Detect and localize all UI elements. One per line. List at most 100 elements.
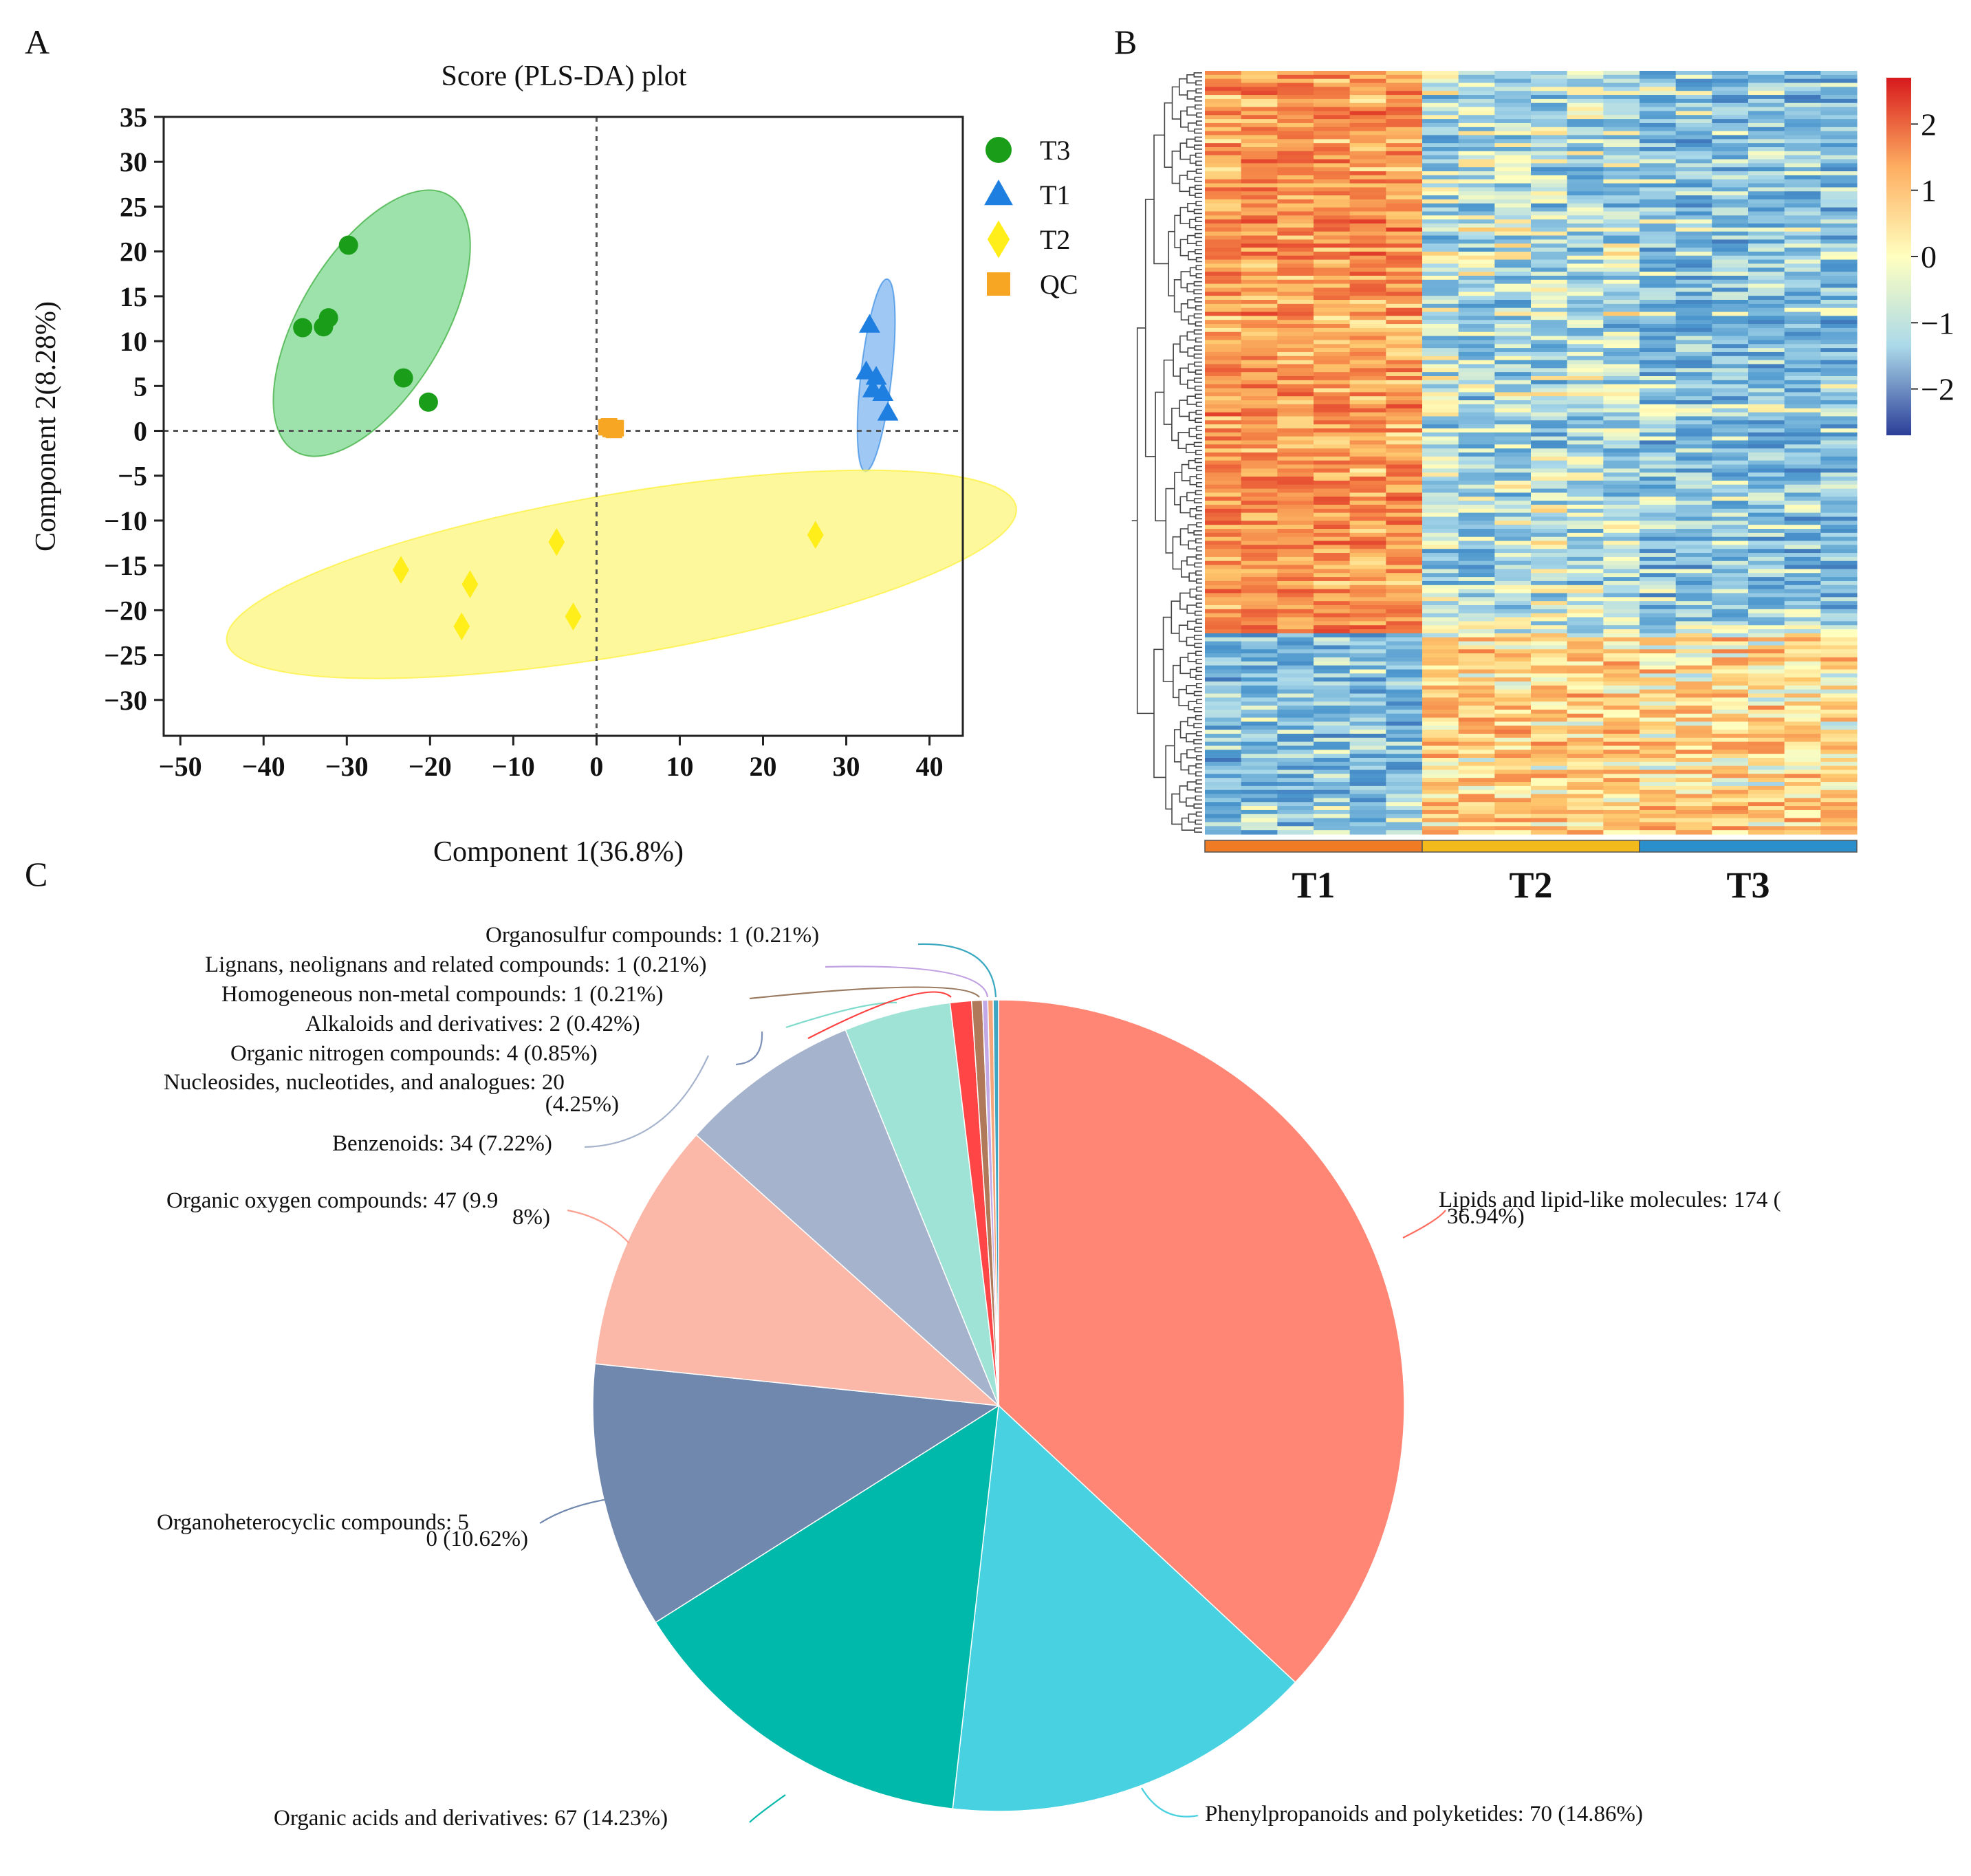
heatmap-cell	[1603, 637, 1640, 642]
dendrogram-branch	[1180, 303, 1189, 321]
heatmap-cell	[1820, 508, 1858, 514]
heatmap-cell	[1712, 183, 1749, 188]
heatmap-cell	[1712, 223, 1749, 228]
heatmap-cell	[1784, 235, 1821, 240]
heatmap-cell	[1494, 336, 1532, 341]
heatmap-cell	[1784, 115, 1821, 120]
dendrogram-branch	[1195, 201, 1202, 206]
heatmap-cell	[1531, 255, 1568, 261]
heatmap-cell	[1314, 102, 1351, 108]
heatmap-cell	[1712, 770, 1749, 774]
heatmap-cell	[1422, 516, 1459, 521]
heatmap-cell	[1531, 830, 1568, 835]
heatmap-cell	[1422, 464, 1459, 469]
heatmap-cell	[1386, 272, 1423, 276]
heatmap-cell	[1458, 380, 1495, 385]
heatmap-cell	[1422, 139, 1459, 144]
heatmap-cell	[1748, 119, 1785, 124]
heatmap-cell	[1712, 802, 1749, 807]
heatmap-cell	[1241, 348, 1278, 353]
heatmap-cell	[1675, 645, 1712, 650]
heatmap-cell	[1422, 806, 1459, 811]
heatmap-cell	[1314, 693, 1351, 698]
heatmap-cell	[1241, 327, 1278, 333]
heatmap-cell	[1675, 452, 1712, 457]
heatmap-cell	[1640, 460, 1677, 466]
heatmap-cell	[1349, 356, 1386, 361]
heatmap-cell	[1820, 324, 1858, 329]
heatmap-cell	[1675, 351, 1712, 357]
heatmap-cell	[1567, 287, 1604, 292]
heatmap-cell	[1314, 464, 1351, 469]
heatmap-cell	[1531, 287, 1568, 292]
heatmap-cell	[1494, 199, 1532, 204]
heatmap-cell	[1712, 259, 1749, 265]
reference-lines	[164, 117, 963, 736]
heatmap-cell	[1422, 372, 1459, 377]
heatmap-cell	[1422, 633, 1459, 638]
heatmap-cell	[1205, 785, 1242, 791]
heatmap-cell	[1820, 641, 1858, 646]
heatmap-cell	[1675, 629, 1712, 634]
heatmap-cell	[1349, 199, 1386, 204]
heatmap-cell	[1531, 143, 1568, 148]
heatmap-cell	[1494, 717, 1532, 723]
dendrogram-branch	[1179, 657, 1190, 675]
heatmap-cell	[1748, 272, 1785, 276]
x-tick-label: 0	[589, 751, 603, 782]
x-tick-label: 40	[916, 751, 944, 782]
heatmap-cell	[1567, 400, 1604, 405]
heatmap-cell	[1205, 296, 1242, 301]
heatmap-cell	[1675, 460, 1712, 466]
heatmap-cell	[1712, 303, 1749, 309]
colorbar	[1886, 78, 1911, 435]
point-t3	[293, 318, 313, 338]
dendrogram-branch	[1195, 402, 1202, 407]
heatmap-cell	[1277, 549, 1314, 554]
heatmap-cell	[1349, 151, 1386, 156]
heatmap-cell	[1603, 472, 1640, 477]
heatmap-cell	[1386, 633, 1423, 638]
heatmap-cell	[1458, 287, 1495, 292]
heatmap-cell	[1820, 344, 1858, 349]
heatmap-cell	[1422, 653, 1459, 658]
heatmap-cell	[1675, 613, 1712, 618]
heatmap-cell	[1349, 580, 1386, 586]
heatmap-cell	[1349, 713, 1386, 719]
heatmap-cell	[1603, 673, 1640, 678]
heatmap-cell	[1277, 673, 1314, 678]
heatmap-cell	[1603, 203, 1640, 208]
heatmap-cell	[1277, 95, 1314, 100]
heatmap-cell	[1784, 392, 1821, 397]
heatmap-cell	[1675, 765, 1712, 771]
heatmap-cell	[1386, 163, 1423, 168]
heatmap-cell	[1748, 159, 1785, 164]
heatmap-cell	[1422, 143, 1459, 148]
heatmap-cell	[1205, 605, 1242, 610]
heatmap-cell	[1820, 98, 1858, 104]
heatmap-cell	[1458, 609, 1495, 614]
heatmap-cell	[1712, 364, 1749, 369]
heatmap-cell	[1603, 432, 1640, 437]
heatmap-cell	[1640, 472, 1677, 477]
heatmap-cell	[1531, 444, 1568, 449]
heatmap-cell	[1386, 765, 1423, 771]
heatmap-cell	[1640, 677, 1677, 682]
heatmap-cell	[1277, 741, 1314, 747]
heatmap-cell	[1205, 211, 1242, 216]
heatmap-cell	[1820, 87, 1858, 91]
heatmap-cell	[1458, 215, 1495, 220]
heatmap-cell	[1712, 508, 1749, 514]
heatmap-cell	[1712, 689, 1749, 695]
heatmap-cell	[1603, 633, 1640, 638]
heatmap-cell	[1567, 440, 1604, 445]
heatmap-cell	[1640, 163, 1677, 168]
heatmap-cell	[1494, 733, 1532, 739]
heatmap-cell	[1820, 143, 1858, 148]
heatmap-cell	[1820, 492, 1858, 497]
heatmap-cell	[1640, 119, 1677, 124]
heatmap-cell	[1349, 83, 1386, 87]
heatmap-cell	[1422, 404, 1459, 409]
heatmap-cell	[1458, 529, 1495, 534]
heatmap-cell	[1567, 255, 1604, 261]
